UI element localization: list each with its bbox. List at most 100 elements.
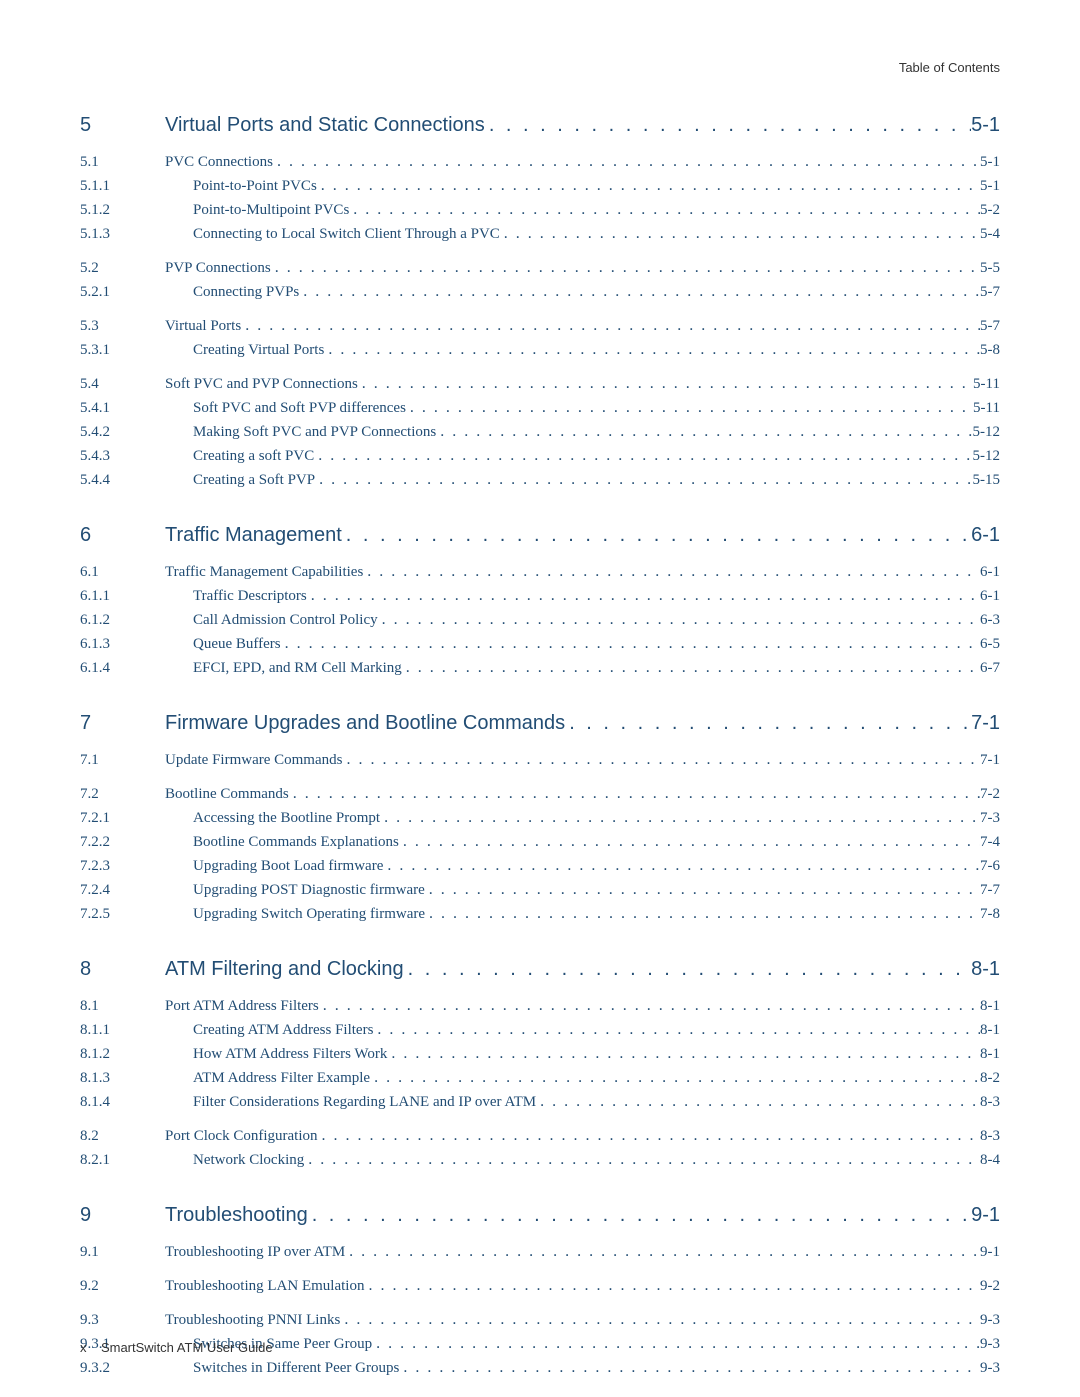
toc-entry-number: 9.2: [80, 1275, 165, 1298]
toc-entry[interactable]: 5.1.3Connecting to Local Switch Client T…: [80, 222, 1000, 246]
toc-entry[interactable]: 5.4.4Creating a Soft PVP. . . . . . . . …: [80, 468, 1000, 492]
toc-entry[interactable]: 7.2Bootline Commands. . . . . . . . . . …: [80, 782, 1000, 806]
toc-entry[interactable]: 6.1.3Queue Buffers. . . . . . . . . . . …: [80, 632, 1000, 656]
toc-entry[interactable]: 8.1.4Filter Considerations Regarding LAN…: [80, 1090, 1000, 1114]
toc-entry-page: 9-3: [980, 1309, 1000, 1332]
toc-leader-dots: . . . . . . . . . . . . . . . . . . . . …: [500, 222, 980, 246]
toc-leader-dots: . . . . . . . . . . . . . . . . . . . . …: [436, 420, 972, 444]
toc-leader-dots: . . . . . . . . . . . . . . . . . . . . …: [372, 1332, 980, 1356]
toc-entry-page: 9-3: [980, 1333, 1000, 1356]
toc-entry-number: 8.1: [80, 995, 165, 1018]
toc-entry-title: EFCI, EPD, and RM Cell Marking: [193, 657, 402, 680]
toc-entry[interactable]: 7.2.5Upgrading Switch Operating firmware…: [80, 902, 1000, 926]
toc-leader-dots: . . . . . . . . . . . . . . . . . . . . …: [402, 656, 980, 680]
toc-entry[interactable]: 8.1.3ATM Address Filter Example. . . . .…: [80, 1066, 1000, 1090]
toc-entry[interactable]: 5.2PVP Connections. . . . . . . . . . . …: [80, 256, 1000, 280]
toc-entry[interactable]: 8.1Port ATM Address Filters. . . . . . .…: [80, 994, 1000, 1018]
toc-entry-page: 5-1: [980, 175, 1000, 198]
toc-entry[interactable]: 5.4Soft PVC and PVP Connections. . . . .…: [80, 372, 1000, 396]
toc-entry[interactable]: 5.3Virtual Ports. . . . . . . . . . . . …: [80, 314, 1000, 338]
toc-entry-number: 5: [80, 110, 165, 140]
toc-entry[interactable]: 5.3.1Creating Virtual Ports. . . . . . .…: [80, 338, 1000, 362]
toc-leader-dots: . . . . . . . . . . . . . . . . . . . . …: [281, 632, 980, 656]
toc-entry-number: 7.2.5: [80, 903, 165, 926]
toc-entry[interactable]: 8.1.1Creating ATM Address Filters. . . .…: [80, 1018, 1000, 1042]
toc-entry-title-wrap: Troubleshooting. . . . . . . . . . . . .…: [165, 1200, 1000, 1230]
toc-entry[interactable]: 6Traffic Management. . . . . . . . . . .…: [80, 520, 1000, 550]
toc-entry[interactable]: 9.3Troubleshooting PNNI Links. . . . . .…: [80, 1308, 1000, 1332]
toc-entry-page: 5-7: [980, 281, 1000, 304]
toc-entry-title-wrap: Firmware Upgrades and Bootline Commands.…: [165, 708, 1000, 738]
toc-entry[interactable]: 7.2.1Accessing the Bootline Prompt. . . …: [80, 806, 1000, 830]
toc-entry-page: 9-1: [980, 1241, 1000, 1264]
toc-entry[interactable]: 5.1.2Point-to-Multipoint PVCs. . . . . .…: [80, 198, 1000, 222]
toc-entry[interactable]: 5.4.3Creating a soft PVC. . . . . . . . …: [80, 444, 1000, 468]
toc-entry-page: 8-3: [980, 1091, 1000, 1114]
toc-entry[interactable]: 5.1PVC Connections. . . . . . . . . . . …: [80, 150, 1000, 174]
toc-entry[interactable]: 5.4.2Making Soft PVC and PVP Connections…: [80, 420, 1000, 444]
toc-leader-dots: . . . . . . . . . . . . . . . . . . . . …: [404, 954, 971, 984]
toc-entry-title: Upgrading Boot Load firmware: [193, 855, 383, 878]
toc-entry-title: Traffic Management: [165, 520, 342, 550]
toc-entry-page: 6-7: [980, 657, 1000, 680]
toc-entry-page: 7-1: [980, 749, 1000, 772]
toc-entry-page: 8-3: [980, 1125, 1000, 1148]
toc-entry[interactable]: 6.1.1Traffic Descriptors. . . . . . . . …: [80, 584, 1000, 608]
toc-entry[interactable]: 7.1Update Firmware Commands. . . . . . .…: [80, 748, 1000, 772]
toc-entry-title: Filter Considerations Regarding LANE and…: [193, 1091, 536, 1114]
toc-entry[interactable]: 9.2Troubleshooting LAN Emulation. . . . …: [80, 1274, 1000, 1298]
toc-entry-number: 7.2.2: [80, 831, 165, 854]
toc-entry-title: Creating ATM Address Filters: [193, 1019, 373, 1042]
toc-entry-title-wrap: Filter Considerations Regarding LANE and…: [165, 1090, 1000, 1114]
toc-entry-title-wrap: Creating a soft PVC. . . . . . . . . . .…: [165, 444, 1000, 468]
toc-entry-number: 7.2.1: [80, 807, 165, 830]
toc-leader-dots: . . . . . . . . . . . . . . . . . . . . …: [349, 198, 980, 222]
toc-entry-title: Troubleshooting LAN Emulation: [165, 1275, 364, 1298]
toc-entry-title-wrap: Accessing the Bootline Prompt. . . . . .…: [165, 806, 1000, 830]
toc-entry[interactable]: 8.2.1Network Clocking. . . . . . . . . .…: [80, 1148, 1000, 1172]
toc-entry[interactable]: 6.1.4EFCI, EPD, and RM Cell Marking. . .…: [80, 656, 1000, 680]
toc-entry-title: Traffic Descriptors: [193, 585, 307, 608]
toc-entry[interactable]: 8.2Port Clock Configuration. . . . . . .…: [80, 1124, 1000, 1148]
toc-entry[interactable]: 7Firmware Upgrades and Bootline Commands…: [80, 708, 1000, 738]
toc-entry-title: Update Firmware Commands: [165, 749, 342, 772]
toc-leader-dots: . . . . . . . . . . . . . . . . . . . . …: [378, 608, 980, 632]
toc-entry[interactable]: 6.1.2Call Admission Control Policy. . . …: [80, 608, 1000, 632]
toc-entry-page: 7-8: [980, 903, 1000, 926]
toc-entry[interactable]: 9.3.2Switches in Different Peer Groups. …: [80, 1356, 1000, 1380]
toc-entry[interactable]: 8.1.2How ATM Address Filters Work. . . .…: [80, 1042, 1000, 1066]
toc-entry-title: Accessing the Bootline Prompt: [193, 807, 380, 830]
toc-entry[interactable]: 5Virtual Ports and Static Connections. .…: [80, 110, 1000, 140]
toc-entry-title-wrap: Bootline Commands. . . . . . . . . . . .…: [165, 782, 1000, 806]
toc-entry[interactable]: 7.2.4Upgrading POST Diagnostic firmware.…: [80, 878, 1000, 902]
toc-entry[interactable]: 9.1Troubleshooting IP over ATM. . . . . …: [80, 1240, 1000, 1264]
toc-leader-dots: . . . . . . . . . . . . . . . . . . . . …: [299, 280, 980, 304]
toc-entry-title: Traffic Management Capabilities: [165, 561, 363, 584]
toc-entry-page: 5-5: [980, 257, 1000, 280]
toc-entry-title-wrap: Switches in Different Peer Groups. . . .…: [165, 1356, 1000, 1380]
toc-entry-page: 8-1: [980, 1019, 1000, 1042]
toc-entry-title: Creating a soft PVC: [193, 445, 314, 468]
toc-entry-title: How ATM Address Filters Work: [193, 1043, 387, 1066]
toc-leader-dots: . . . . . . . . . . . . . . . . . . . . …: [315, 468, 972, 492]
toc-entry-title-wrap: Soft PVC and Soft PVP differences. . . .…: [165, 396, 1000, 420]
toc-entry-title: Call Admission Control Policy: [193, 609, 378, 632]
toc-entry[interactable]: 9Troubleshooting. . . . . . . . . . . . …: [80, 1200, 1000, 1230]
toc-entry-title-wrap: Virtual Ports. . . . . . . . . . . . . .…: [165, 314, 1000, 338]
toc-entry[interactable]: 8ATM Filtering and Clocking. . . . . . .…: [80, 954, 1000, 984]
footer-page-number: x: [80, 1340, 87, 1355]
toc-entry-page: 6-3: [980, 609, 1000, 632]
toc-leader-dots: . . . . . . . . . . . . . . . . . . . . …: [324, 338, 980, 362]
toc-entry[interactable]: 7.2.3Upgrading Boot Load firmware. . . .…: [80, 854, 1000, 878]
toc-entry[interactable]: 5.2.1Connecting PVPs. . . . . . . . . . …: [80, 280, 1000, 304]
toc-entry-page: 7-4: [980, 831, 1000, 854]
toc-entry[interactable]: 5.1.1Point-to-Point PVCs. . . . . . . . …: [80, 174, 1000, 198]
toc-entry[interactable]: 6.1Traffic Management Capabilities. . . …: [80, 560, 1000, 584]
toc-entry[interactable]: 7.2.2Bootline Commands Explanations. . .…: [80, 830, 1000, 854]
toc-leader-dots: . . . . . . . . . . . . . . . . . . . . …: [241, 314, 980, 338]
footer-doc-title: SmartSwitch ATM User Guide: [101, 1340, 273, 1355]
toc-entry-title-wrap: Troubleshooting PNNI Links. . . . . . . …: [165, 1308, 1000, 1332]
toc-leader-dots: . . . . . . . . . . . . . . . . . . . . …: [565, 708, 971, 738]
toc-entry-page: 9-2: [980, 1275, 1000, 1298]
toc-entry[interactable]: 5.4.1Soft PVC and Soft PVP differences. …: [80, 396, 1000, 420]
